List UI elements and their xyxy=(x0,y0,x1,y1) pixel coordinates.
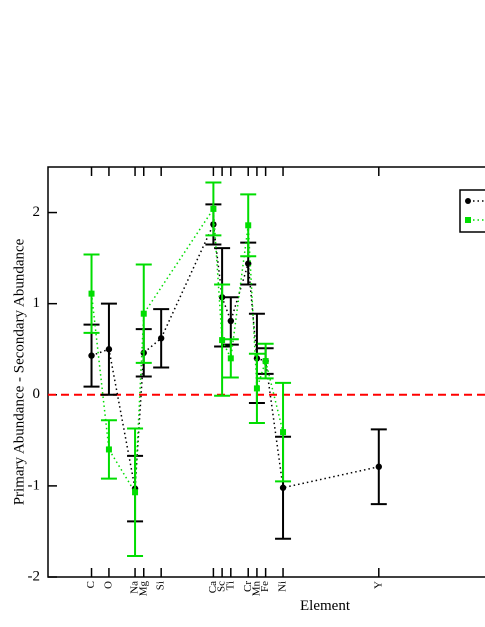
y-tick-label: 1 xyxy=(33,295,41,311)
y-axis-label: Primary Abundance - Secondary Abundance xyxy=(11,238,27,505)
point xyxy=(105,346,113,353)
legend-marker xyxy=(465,217,471,223)
x-tick-label: Sc xyxy=(216,581,228,592)
point xyxy=(375,463,382,470)
point xyxy=(245,222,252,229)
point xyxy=(157,335,165,342)
x-tick-label: Mn xyxy=(250,581,262,597)
point xyxy=(219,337,226,344)
x-axis-label: Element xyxy=(300,598,351,614)
y-tick-label: 0 xyxy=(33,386,41,402)
series-line xyxy=(90,206,284,495)
point xyxy=(88,352,95,359)
y-tick-label: -1 xyxy=(28,477,41,493)
point xyxy=(140,310,147,317)
x-tick-label: Na xyxy=(129,581,141,594)
point xyxy=(132,489,139,496)
point xyxy=(105,446,112,453)
point xyxy=(88,290,95,297)
y-tick-label: -2 xyxy=(28,568,41,584)
x-tick-label: Ca xyxy=(207,581,219,593)
x-tick-label: O xyxy=(102,581,114,589)
axes-frame xyxy=(47,166,485,578)
x-tick-label: C xyxy=(85,581,97,588)
legend-box xyxy=(459,189,485,233)
point xyxy=(279,484,287,491)
point xyxy=(210,205,217,212)
x-tick-label: Fe xyxy=(259,581,271,592)
point xyxy=(280,429,287,436)
legend-marker xyxy=(465,198,471,204)
x-tick-label: Cr xyxy=(242,581,254,592)
x-tick-label: Ti xyxy=(224,581,236,590)
x-tick-label: Si xyxy=(155,581,167,590)
x-tick-label: Y xyxy=(372,581,384,589)
point xyxy=(262,358,269,365)
y-tick-label: 2 xyxy=(33,204,41,220)
x-tick-label: Mg xyxy=(137,581,149,597)
point xyxy=(227,317,235,325)
point xyxy=(253,385,260,392)
x-tick-label: Ni xyxy=(277,581,289,592)
point xyxy=(227,355,234,362)
